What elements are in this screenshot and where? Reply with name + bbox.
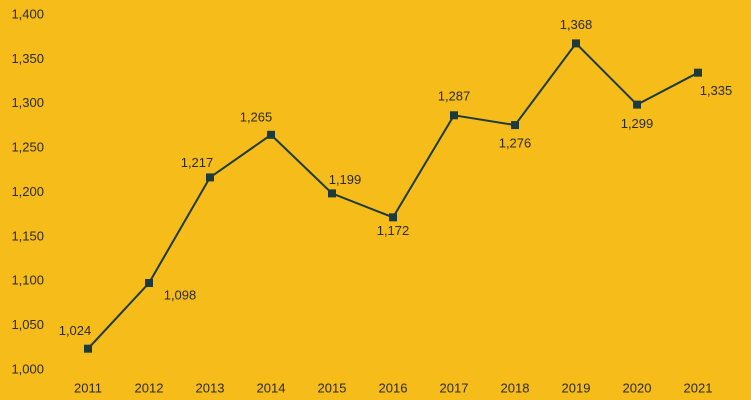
y-tick-label: 1,200 bbox=[11, 184, 44, 199]
marker bbox=[328, 189, 336, 198]
marker bbox=[267, 130, 275, 139]
x-tick-label: 2019 bbox=[562, 380, 591, 395]
data-label: 1,024 bbox=[59, 323, 92, 338]
marker bbox=[145, 279, 153, 288]
x-tick-label: 2012 bbox=[135, 380, 164, 395]
data-label: 1,172 bbox=[377, 223, 410, 238]
marker bbox=[572, 39, 580, 48]
marker bbox=[389, 213, 397, 222]
data-label: 1,276 bbox=[499, 135, 532, 150]
x-tick-label: 2018 bbox=[501, 380, 530, 395]
x-tick-label: 2016 bbox=[379, 380, 408, 395]
y-tick-label: 1,300 bbox=[11, 95, 44, 110]
x-tick-label: 2013 bbox=[196, 380, 225, 395]
data-label: 1,299 bbox=[621, 116, 654, 131]
x-tick-label: 2011 bbox=[74, 380, 102, 395]
y-tick-label: 1,100 bbox=[11, 273, 44, 288]
marker bbox=[694, 68, 702, 77]
data-label: 1,199 bbox=[329, 172, 362, 187]
data-label: 1,368 bbox=[560, 17, 593, 32]
marker bbox=[206, 173, 214, 182]
data-label: 1,217 bbox=[181, 155, 214, 170]
y-tick-label: 1,350 bbox=[11, 51, 44, 66]
marker bbox=[633, 100, 641, 109]
y-tick-label: 1,250 bbox=[11, 140, 44, 155]
marker bbox=[511, 121, 519, 130]
line bbox=[87, 41, 699, 350]
y-tick-label: 1,400 bbox=[11, 6, 44, 21]
x-tick-label: 2017 bbox=[440, 380, 469, 395]
data-label: 1,287 bbox=[438, 89, 471, 104]
data-label: 1,335 bbox=[700, 83, 733, 98]
x-tick-label: 2021 bbox=[684, 380, 713, 395]
x-tick-label: 2014 bbox=[257, 380, 286, 395]
x-tick-label: 2015 bbox=[318, 380, 347, 395]
x-tick-label: 2020 bbox=[623, 380, 652, 395]
y-tick-label: 1,050 bbox=[11, 317, 44, 332]
marker bbox=[84, 344, 92, 353]
y-tick-label: 1,150 bbox=[11, 228, 44, 243]
y-tick-label: 1,000 bbox=[11, 361, 44, 376]
marker bbox=[450, 111, 458, 120]
data-label: 1,265 bbox=[240, 109, 273, 124]
data-label: 1,098 bbox=[164, 287, 197, 302]
